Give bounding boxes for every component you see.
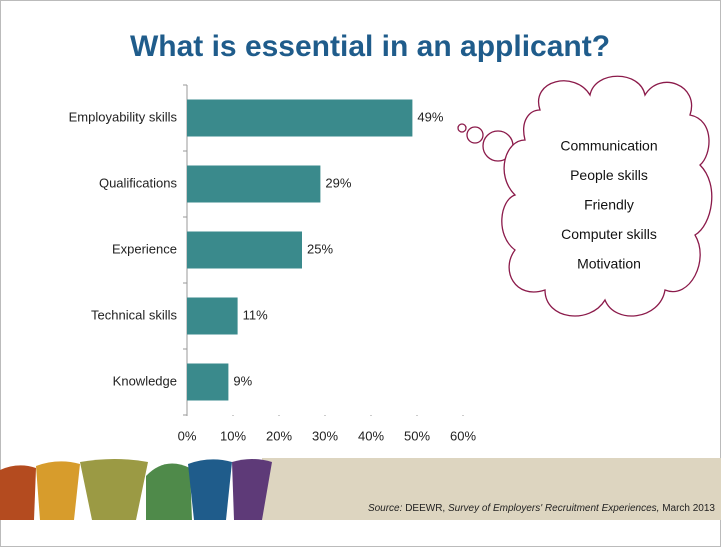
y-tick-label: Knowledge: [113, 373, 177, 388]
source-publisher: DEEWR,: [405, 503, 446, 514]
value-label: 25%: [307, 241, 333, 256]
bar: [187, 99, 413, 137]
value-label: 29%: [325, 175, 351, 190]
x-tick-label: 60%: [450, 428, 476, 443]
value-label: 9%: [233, 373, 252, 388]
source-date: March 2013: [662, 503, 715, 514]
value-label: 49%: [417, 109, 443, 124]
value-label: 11%: [243, 307, 268, 322]
x-tick-label: 50%: [404, 428, 430, 443]
y-tick-label: Employability skills: [69, 109, 178, 124]
cloud-item: Friendly: [584, 197, 634, 213]
footer-decoration: [0, 458, 721, 520]
cloud-item: People skills: [570, 167, 648, 183]
bar: [187, 165, 321, 203]
source-title: Survey of Employers' Recruitment Experie…: [447, 503, 660, 514]
y-tick-label: Experience: [112, 241, 177, 256]
cloud-item: Computer skills: [561, 226, 657, 242]
bar: [187, 363, 229, 401]
y-tick-label: Technical skills: [91, 307, 177, 322]
thought-cloud: [457, 75, 713, 317]
x-tick-label: 0%: [178, 428, 197, 443]
cloud-item: Communication: [560, 138, 657, 154]
x-tick-label: 40%: [358, 428, 384, 443]
bar: [187, 231, 302, 269]
chart-title: What is essential in an applicant?: [130, 30, 610, 63]
x-tick-label: 10%: [220, 428, 246, 443]
source-note: Source: DEEWR, Survey of Employers' Recr…: [368, 503, 715, 514]
x-tick-label: 20%: [266, 428, 292, 443]
x-tick-label: 30%: [312, 428, 338, 443]
cloud-item: Motivation: [577, 256, 641, 272]
y-tick-label: Qualifications: [99, 175, 178, 190]
bar: [187, 297, 238, 335]
source-label: Source:: [367, 503, 403, 514]
